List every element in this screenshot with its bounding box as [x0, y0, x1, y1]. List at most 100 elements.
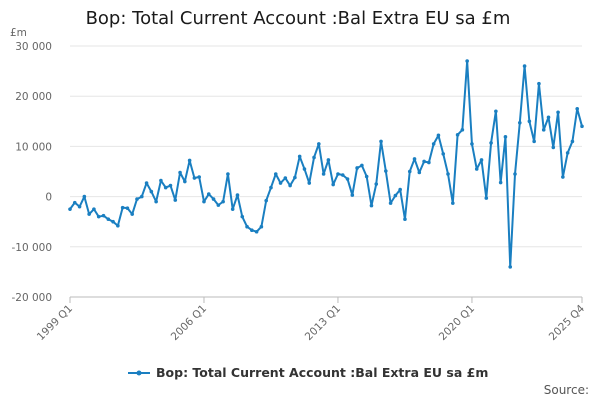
data-point [513, 172, 517, 176]
data-point [139, 194, 144, 199]
data-point [360, 163, 364, 168]
series-line [69, 60, 583, 268]
data-point [441, 152, 446, 156]
grid-lines [70, 45, 582, 298]
data-point [293, 175, 297, 180]
data-point [144, 181, 149, 185]
data-point [336, 172, 340, 176]
data-point [479, 158, 484, 162]
data-point [297, 154, 302, 159]
y-tick-label: -10 000 [11, 242, 52, 254]
data-point [484, 196, 489, 200]
data-point [154, 199, 158, 204]
data-point [125, 206, 130, 210]
data-point [451, 201, 455, 205]
data-point [77, 204, 82, 209]
data-point [183, 179, 187, 184]
data-point [393, 193, 398, 198]
data-point [111, 219, 115, 224]
data-point [230, 207, 235, 211]
data-point [508, 265, 513, 269]
data-point [403, 217, 407, 221]
data-point [340, 173, 345, 177]
data-point [498, 180, 503, 185]
data-point [427, 160, 431, 165]
data-point [216, 203, 221, 207]
data-point [87, 212, 91, 216]
x-tick-label: 2006 Q1 [169, 303, 209, 343]
y-axis: 30 000 20 000 10 000 0 -10 000 -20 000 [11, 41, 52, 304]
legend[interactable]: Bop: Total Current Account :Bal Extra EU… [128, 365, 488, 380]
data-point [345, 177, 350, 181]
data-point [92, 207, 96, 211]
data-point [561, 175, 565, 179]
data-point [326, 158, 331, 162]
data-point [321, 172, 326, 176]
data-point [350, 193, 355, 197]
data-point [149, 189, 154, 194]
data-point [130, 212, 135, 216]
data-point [302, 167, 307, 171]
x-tick-label: 2025 Q4 [547, 302, 588, 343]
data-point [240, 214, 245, 219]
data-point [192, 176, 197, 180]
data-point [374, 182, 379, 186]
data-point [159, 178, 163, 183]
data-point [221, 199, 225, 204]
data-point [211, 197, 216, 201]
data-point [288, 183, 292, 188]
data-point [407, 169, 412, 174]
x-axis: 1999 Q1 2006 Q1 2013 Q1 2020 Q1 2025 Q4 [35, 296, 588, 343]
y-tick-label: 10 000 [15, 141, 52, 153]
y-tick-label: 30 000 [15, 41, 52, 53]
data-point [431, 142, 436, 146]
data-point [417, 170, 422, 175]
data-point [278, 181, 283, 185]
data-point [254, 229, 259, 234]
data-point [455, 133, 460, 137]
data-point [120, 205, 125, 210]
data-point [489, 141, 493, 145]
data-point [494, 109, 498, 114]
data-point [226, 172, 230, 176]
y-tick-label: -20 000 [11, 292, 52, 304]
data-point [72, 200, 77, 205]
data-point [436, 133, 441, 138]
data-point [312, 155, 316, 160]
x-tick-label: 1999 Q1 [35, 303, 75, 343]
y-axis-unit-label: £m [10, 27, 27, 39]
data-point [503, 135, 508, 139]
x-tick-label: 2013 Q1 [303, 303, 343, 343]
data-point [580, 124, 584, 129]
data-point [546, 115, 551, 120]
data-point [259, 224, 264, 229]
data-point [532, 139, 536, 144]
data-point [388, 201, 393, 205]
data-point [369, 203, 374, 208]
data-point [202, 199, 206, 204]
data-point [537, 81, 541, 86]
data-point [331, 182, 335, 187]
data-point [570, 139, 575, 144]
data-point [541, 128, 546, 132]
data-point [364, 174, 369, 179]
data-point [135, 197, 139, 201]
data-point [245, 224, 249, 229]
data-point [379, 139, 383, 144]
legend-label: Bop: Total Current Account :Bal Extra EU… [156, 365, 488, 380]
data-point [307, 181, 312, 185]
data-point [197, 175, 201, 179]
data-point [269, 185, 273, 190]
y-tick-label: 0 [45, 192, 52, 204]
data-point [106, 217, 111, 221]
data-point [82, 194, 87, 199]
data-point [163, 185, 168, 190]
data-point [522, 64, 527, 68]
data-point [96, 214, 101, 219]
y-tick-label: 20 000 [15, 91, 52, 103]
data-point [422, 159, 426, 164]
data-point [398, 187, 402, 192]
data-point [101, 213, 106, 218]
